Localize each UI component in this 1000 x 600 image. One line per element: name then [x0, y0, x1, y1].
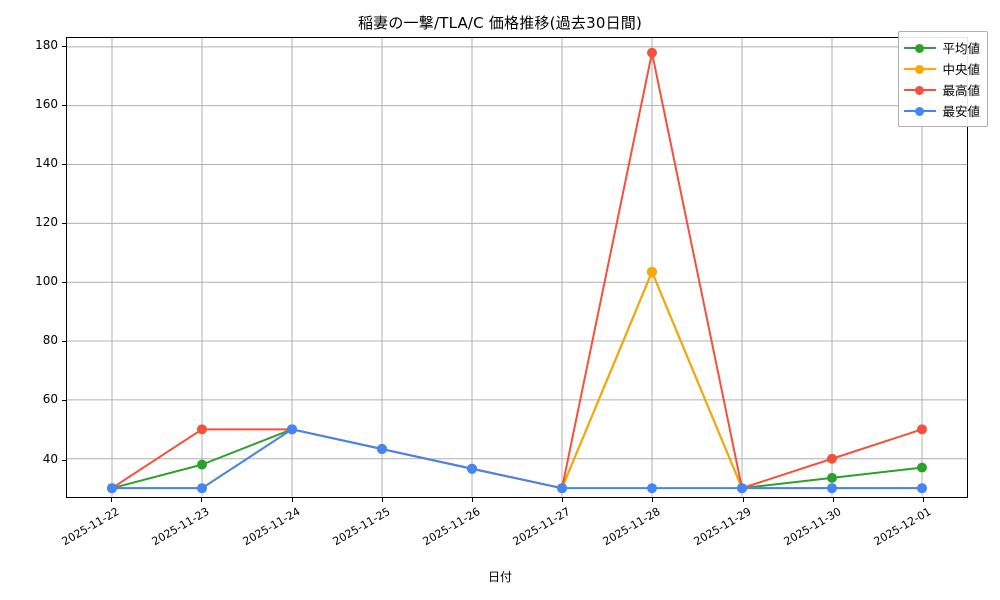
data-point	[737, 483, 747, 494]
series-3	[107, 47, 927, 494]
x-tick-label: 2025-11-22	[59, 505, 122, 549]
y-tick-mark	[62, 459, 66, 461]
y-tick-label: 180	[35, 37, 58, 52]
y-tick-label: 140	[35, 156, 58, 171]
series-line	[111, 51, 923, 490]
x-tick-label: 2025-11-28	[600, 505, 663, 549]
x-tick-mark	[652, 498, 654, 502]
x-tick-label: 2025-11-29	[691, 505, 753, 549]
data-point	[647, 47, 657, 58]
data-point	[107, 483, 117, 494]
data-point	[917, 483, 927, 494]
y-tick-label: 80	[42, 333, 58, 348]
legend-swatch	[904, 41, 937, 55]
legend-label: 最高値	[942, 83, 980, 98]
x-tick-label: 2025-11-27	[510, 505, 573, 549]
y-tick-label: 100	[35, 274, 58, 289]
series-4	[107, 424, 927, 494]
data-point	[197, 424, 207, 435]
y-tick-mark	[62, 282, 66, 284]
x-tick-label: 2025-11-24	[240, 505, 302, 549]
series-line	[111, 270, 923, 490]
data-point	[197, 459, 207, 470]
series-layer	[107, 47, 927, 494]
series-line	[111, 428, 923, 490]
x-tick-mark	[742, 498, 744, 502]
chart-title: 稲妻の一撃/TLA/C 価格推移(過去30日間)	[357, 14, 643, 32]
legend-label: 中央値	[942, 62, 980, 77]
y-tick-mark	[62, 164, 66, 166]
y-tick-label: 60	[42, 392, 58, 407]
x-tick-label: 2025-11-30	[781, 505, 844, 549]
legend-marker-icon	[915, 85, 925, 95]
y-tick-mark	[62, 104, 66, 106]
grid-layer	[67, 38, 967, 497]
legend-label: 平均値	[942, 41, 980, 56]
series-2	[107, 266, 927, 494]
legend-marker-icon	[915, 64, 925, 74]
x-tick-mark	[381, 498, 383, 502]
data-point	[467, 463, 477, 474]
x-tick-mark	[471, 498, 473, 502]
data-point	[197, 483, 207, 494]
data-point	[377, 444, 387, 455]
data-point	[827, 453, 837, 464]
x-tick-mark	[201, 498, 203, 502]
legend-item-4[interactable]: 最安値	[904, 100, 980, 121]
y-tick-label: 120	[35, 215, 58, 230]
data-point	[917, 462, 927, 473]
x-tick-mark	[562, 498, 564, 502]
y-tick-label: 40	[42, 451, 58, 466]
legend-swatch	[904, 83, 937, 97]
x-tick-mark	[111, 498, 113, 502]
x-tick-mark	[832, 498, 834, 502]
legend-swatch	[904, 104, 937, 118]
legend-label: 最安値	[942, 104, 980, 119]
x-tick-mark	[922, 498, 924, 502]
legend-marker-icon	[915, 43, 925, 53]
x-tick-mark	[291, 498, 293, 502]
data-point	[917, 424, 927, 435]
data-point	[557, 483, 567, 494]
x-tick-label: 2025-11-26	[420, 505, 483, 549]
x-tick-label: 2025-11-25	[330, 505, 393, 549]
x-axis-label: 日付	[487, 570, 512, 584]
data-point	[287, 424, 297, 435]
legend-item-1[interactable]: 平均値	[904, 37, 980, 58]
data-point	[647, 483, 657, 494]
series-line	[111, 270, 923, 490]
series-1	[107, 266, 927, 494]
legend-item-2[interactable]: 中央値	[904, 58, 980, 79]
legend-marker-icon	[915, 106, 925, 116]
y-tick-mark	[62, 223, 66, 225]
y-tick-mark	[62, 45, 66, 47]
legend-item-3[interactable]: 最高値	[904, 79, 980, 100]
legend-swatch	[904, 62, 937, 76]
plot-area	[66, 37, 968, 498]
x-tick-label: 2025-12-01	[871, 505, 934, 549]
data-point	[827, 472, 837, 483]
data-point	[827, 483, 837, 494]
y-tick-mark	[62, 341, 66, 343]
chart-legend: 平均値中央値最高値最安値	[898, 31, 988, 127]
data-point	[647, 266, 657, 277]
y-tick-label: 160	[35, 96, 58, 111]
x-tick-label: 2025-11-23	[149, 505, 212, 549]
y-tick-mark	[62, 400, 66, 402]
